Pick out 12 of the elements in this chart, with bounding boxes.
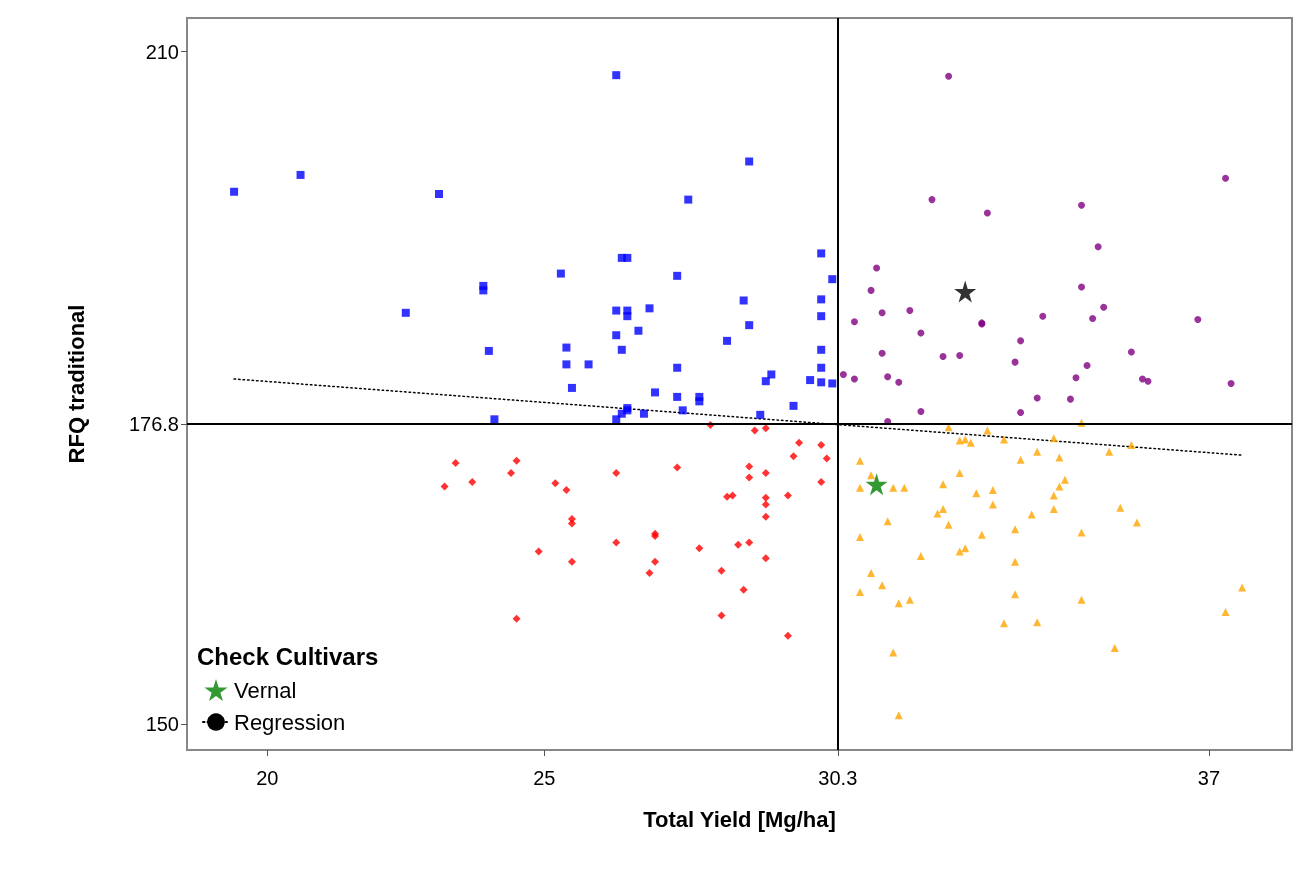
x-tick-label: 25 xyxy=(533,767,556,789)
y-tick-label: 150 xyxy=(145,713,179,736)
y-tick-label: 210 xyxy=(145,40,179,63)
x-axis-title: Total Yield [Mg/ha] xyxy=(643,806,836,832)
x-tick-label: 30.3 xyxy=(818,767,858,789)
x-tick-label: 37 xyxy=(1197,767,1221,789)
legend-label: Regression xyxy=(234,709,346,735)
y-tick-label: 176.8 xyxy=(128,412,179,435)
y-axis-title: RFQ traditional xyxy=(63,304,89,464)
legend-title: Check Cultivars xyxy=(197,642,379,670)
legend-label: Vernal xyxy=(234,677,297,703)
x-tick-label: 20 xyxy=(256,767,279,789)
